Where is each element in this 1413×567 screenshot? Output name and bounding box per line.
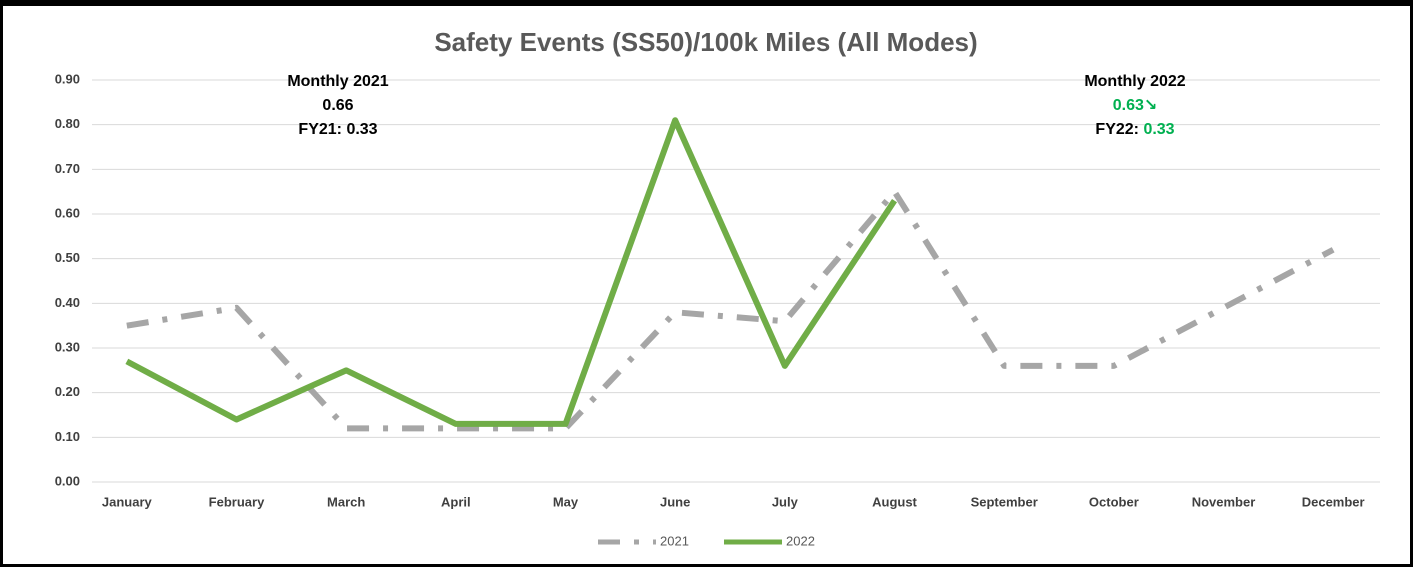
- y-tick-label: 0.10: [55, 429, 80, 444]
- x-tick-label: September: [971, 494, 1038, 509]
- annotation: 0.63↘: [1113, 97, 1158, 114]
- annotation-highlight: 0.33: [1143, 121, 1174, 138]
- x-tick-label: April: [441, 494, 471, 509]
- annotation: FY21: 0.33: [298, 121, 377, 138]
- chart-title: Safety Events (SS50)/100k Miles (All Mod…: [434, 27, 977, 57]
- annotation-part: FY22:: [1095, 121, 1143, 138]
- x-tick-label: June: [660, 494, 690, 509]
- x-tick-label: January: [102, 494, 153, 509]
- x-tick-label: July: [772, 494, 799, 509]
- y-tick-label: 0.50: [55, 250, 80, 265]
- x-tick-label: November: [1192, 494, 1256, 509]
- x-tick-label: October: [1089, 494, 1139, 509]
- annotation: Monthly 2021: [287, 73, 388, 90]
- legend-label: 2021: [660, 533, 689, 548]
- series-line: [126, 188, 1335, 432]
- y-tick-label: 0.40: [55, 295, 80, 310]
- annotation: FY22: 0.33: [1095, 121, 1174, 138]
- x-tick-label: December: [1302, 494, 1365, 509]
- y-tick-label: 0.20: [55, 384, 80, 399]
- x-tick-label: February: [209, 494, 265, 509]
- y-tick-label: 0.00: [55, 473, 80, 488]
- top-bar: [0, 0, 1413, 6]
- y-tick-label: 0.70: [55, 161, 80, 176]
- series-line: [125, 117, 897, 427]
- y-tick-label: 0.60: [55, 205, 80, 220]
- annotation: 0.66: [322, 97, 353, 114]
- y-tick-label: 0.30: [55, 339, 80, 354]
- y-tick-label: 0.80: [55, 116, 80, 131]
- y-tick-label: 0.90: [55, 71, 80, 86]
- annotation: Monthly 2022: [1084, 73, 1185, 90]
- x-tick-label: May: [553, 494, 579, 509]
- x-tick-label: March: [327, 494, 365, 509]
- x-tick-label: August: [872, 494, 917, 509]
- legend-label: 2022: [786, 533, 815, 548]
